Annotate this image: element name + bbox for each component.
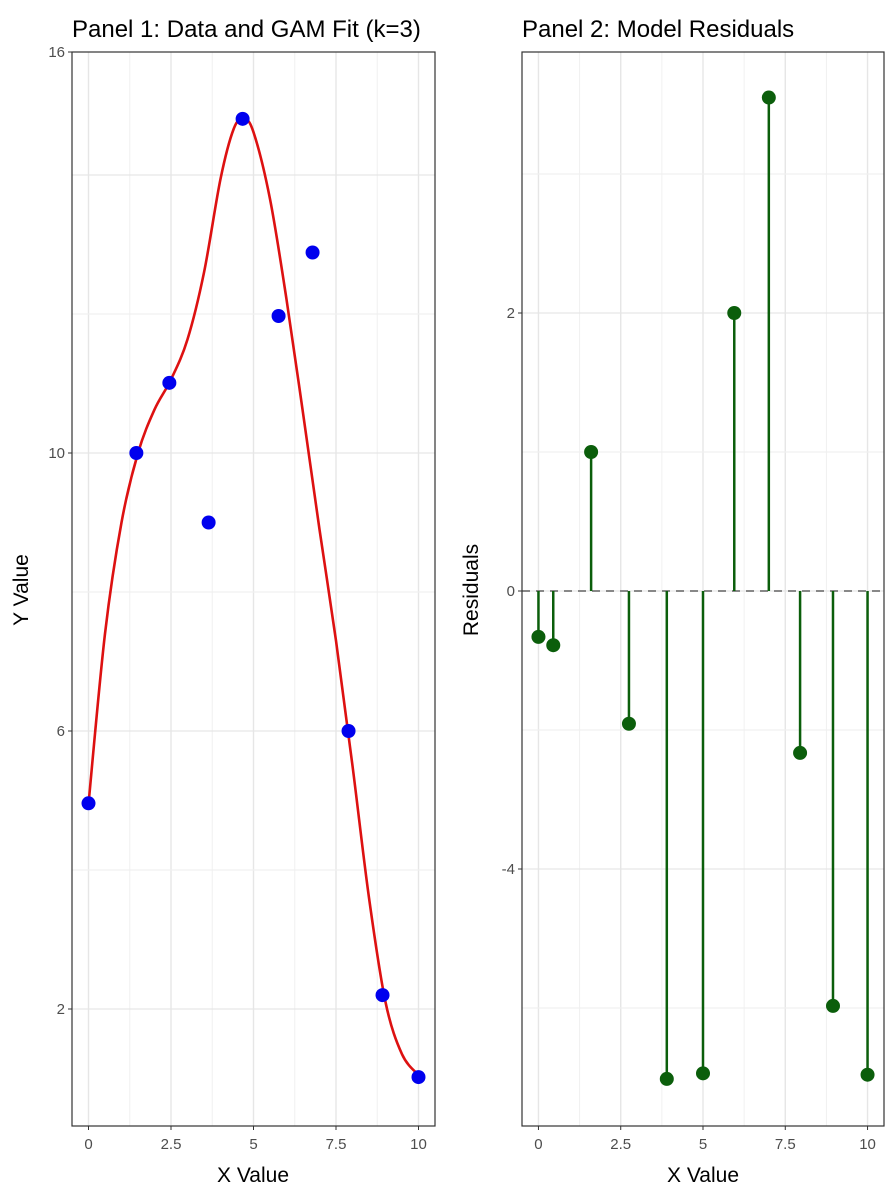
- residual-point: [659, 1071, 674, 1086]
- x-tick-label: 7.5: [326, 1136, 347, 1153]
- data-point: [162, 375, 177, 390]
- residual-point: [696, 1066, 710, 1081]
- residual-point: [825, 998, 840, 1013]
- y-tick-label: -4: [502, 861, 515, 878]
- data-point: [235, 111, 250, 126]
- y-tick-label: 6: [57, 723, 65, 740]
- panel-border: [521, 51, 885, 1127]
- x-tick-label: 10: [410, 1136, 427, 1153]
- panel-2-x-axis-label: X Value: [667, 1164, 739, 1187]
- data-point: [305, 245, 320, 260]
- residual-point: [793, 745, 808, 760]
- panel-2-title: Panel 2: Model Residuals: [522, 16, 794, 43]
- data-point: [375, 988, 390, 1003]
- residual-point: [727, 306, 742, 320]
- y-tick-label: 2: [57, 1001, 65, 1018]
- y-tick-label: 0: [507, 583, 515, 600]
- data-point: [411, 1070, 426, 1085]
- residual-point: [621, 716, 636, 731]
- x-tick-label: 2.5: [161, 1136, 182, 1153]
- data-point: [81, 796, 96, 811]
- data-point: [341, 724, 356, 738]
- x-tick-label: 5: [699, 1136, 707, 1153]
- residual-point: [584, 445, 599, 459]
- data-point: [129, 446, 144, 460]
- residual-point: [531, 629, 546, 644]
- x-tick-label: 5: [249, 1136, 257, 1153]
- x-tick-label: 0: [534, 1136, 542, 1153]
- residual-point: [761, 90, 776, 105]
- panel-1-y-axis-label: Y Value: [10, 554, 33, 626]
- panel-2-y-axis-label: Residuals: [460, 544, 483, 636]
- x-tick-label: 0: [84, 1136, 92, 1153]
- y-tick-label: 16: [48, 44, 65, 61]
- data-point: [271, 308, 286, 323]
- x-tick-label: 2.5: [610, 1136, 631, 1153]
- y-tick-label: 10: [48, 445, 65, 462]
- panel-1-title: Panel 1: Data and GAM Fit (k=3): [72, 16, 421, 43]
- x-tick-label: 7.5: [775, 1136, 796, 1153]
- panel-2: 0 2.5 5 7.5 10 -4 0 2 Panel 2: Model Residuals X …: [460, 16, 885, 1187]
- panel-border: [71, 51, 436, 1127]
- x-tick-label: 10: [859, 1136, 876, 1153]
- residual-point: [860, 1067, 875, 1082]
- residual-point: [546, 638, 561, 653]
- panel-1-x-axis-label: X Value: [217, 1164, 289, 1187]
- panel-1: 0 2.5 5 7.5 10 2 6 10 16 Panel 1: Data and GAM Fi…: [10, 16, 436, 1187]
- y-tick-label: 2: [507, 305, 515, 322]
- data-point: [201, 515, 216, 530]
